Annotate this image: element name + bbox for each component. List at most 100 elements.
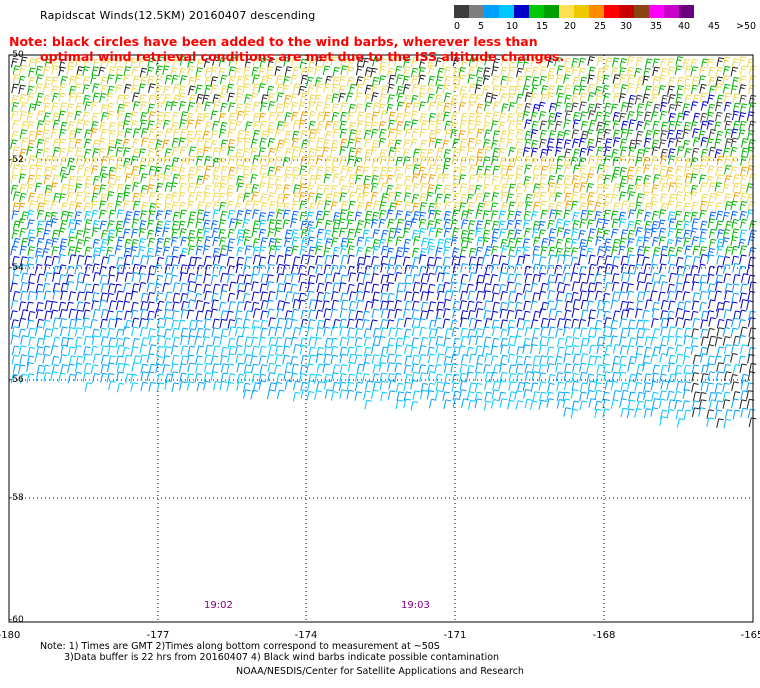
wind-barb <box>291 166 300 177</box>
wind-barb <box>459 165 467 176</box>
wind-barb <box>52 282 61 293</box>
wind-barb <box>578 67 586 78</box>
wind-barb <box>372 102 381 112</box>
wind-barb <box>60 336 69 347</box>
wind-barb <box>620 255 629 266</box>
wind-barb <box>250 174 258 184</box>
wind-barb <box>226 363 235 374</box>
colorbar-swatch <box>559 5 574 18</box>
wind-barb <box>235 263 244 274</box>
wind-barb <box>602 300 611 311</box>
wind-barb <box>267 228 275 238</box>
wind-barb <box>652 129 661 140</box>
wind-barb <box>507 229 515 240</box>
wind-barb <box>282 84 290 95</box>
wind-barb <box>195 67 203 77</box>
wind-barb <box>76 291 85 302</box>
wind-barb <box>500 291 508 301</box>
wind-barb <box>724 120 732 131</box>
wind-barb <box>130 155 139 166</box>
wind-barb <box>395 290 403 301</box>
wind-barb <box>258 182 267 192</box>
wind-barb <box>43 166 52 177</box>
wind-barb <box>267 291 276 301</box>
wind-barb <box>475 335 483 346</box>
wind-barb <box>532 355 541 365</box>
wind-barb <box>83 362 92 373</box>
wind-barb <box>587 92 596 102</box>
wind-barb <box>100 283 109 293</box>
wind-barb <box>258 228 267 239</box>
wind-barb <box>252 112 261 123</box>
wind-barb <box>530 93 538 103</box>
wind-barb <box>636 193 644 203</box>
wind-barb <box>82 94 91 105</box>
wind-barb <box>386 292 395 303</box>
wind-barb <box>597 246 605 256</box>
wind-barb <box>259 57 268 68</box>
wind-barb <box>484 391 492 402</box>
wind-barb <box>435 373 443 384</box>
wind-barb <box>675 165 683 176</box>
wind-barb <box>19 245 27 256</box>
wind-barb <box>684 148 692 158</box>
wind-barb <box>139 119 148 130</box>
wind-barb <box>108 209 117 220</box>
wind-barb <box>210 76 218 86</box>
wind-barb <box>602 92 611 103</box>
wind-barb <box>212 201 221 211</box>
wind-barb <box>548 112 556 123</box>
wind-barb <box>324 273 332 284</box>
wind-barb <box>394 362 402 373</box>
wind-barb <box>621 120 629 131</box>
wind-barb <box>227 292 235 303</box>
wind-barb <box>330 56 338 67</box>
wind-barb <box>650 354 658 364</box>
wind-barb <box>738 335 746 345</box>
wind-barb <box>636 236 644 247</box>
wind-barb <box>651 272 660 283</box>
wind-barb <box>178 254 186 265</box>
wind-barb <box>626 301 634 312</box>
wind-barb <box>339 156 347 166</box>
wind-barb <box>691 147 700 158</box>
wind-barb <box>524 327 533 337</box>
wind-barb <box>19 183 27 194</box>
wind-barb <box>452 300 460 311</box>
wind-barb <box>324 281 333 292</box>
wind-barb <box>148 344 157 354</box>
wind-barb <box>483 336 492 347</box>
wind-barb <box>530 337 539 347</box>
wind-barb <box>731 245 739 256</box>
wind-barb <box>220 346 229 357</box>
wind-barb <box>450 94 459 105</box>
wind-barb <box>427 75 436 86</box>
wind-barb <box>11 210 19 220</box>
wind-barb <box>202 146 211 157</box>
wind-barb <box>386 247 395 258</box>
wind-barb <box>426 390 435 400</box>
wind-barb <box>27 219 35 229</box>
wind-barb <box>186 119 195 130</box>
wind-barb <box>204 354 212 364</box>
wind-barb <box>267 101 276 111</box>
wind-barb <box>138 282 147 292</box>
wind-barb <box>18 328 26 339</box>
wind-barb <box>427 93 435 104</box>
wind-barb <box>723 273 731 284</box>
wind-barb <box>346 318 355 329</box>
wind-barb <box>443 246 451 257</box>
wind-barb <box>555 164 563 175</box>
wind-barb <box>604 246 612 256</box>
wind-barb <box>379 149 387 159</box>
wind-barb <box>682 400 690 410</box>
wind-barb <box>452 166 461 177</box>
wind-barb <box>212 94 220 104</box>
wind-barb <box>411 318 420 328</box>
wind-barb <box>267 166 275 177</box>
wind-barb <box>396 101 405 112</box>
wind-barb <box>51 76 59 87</box>
wind-barb <box>642 191 650 201</box>
wind-barb <box>411 309 420 319</box>
